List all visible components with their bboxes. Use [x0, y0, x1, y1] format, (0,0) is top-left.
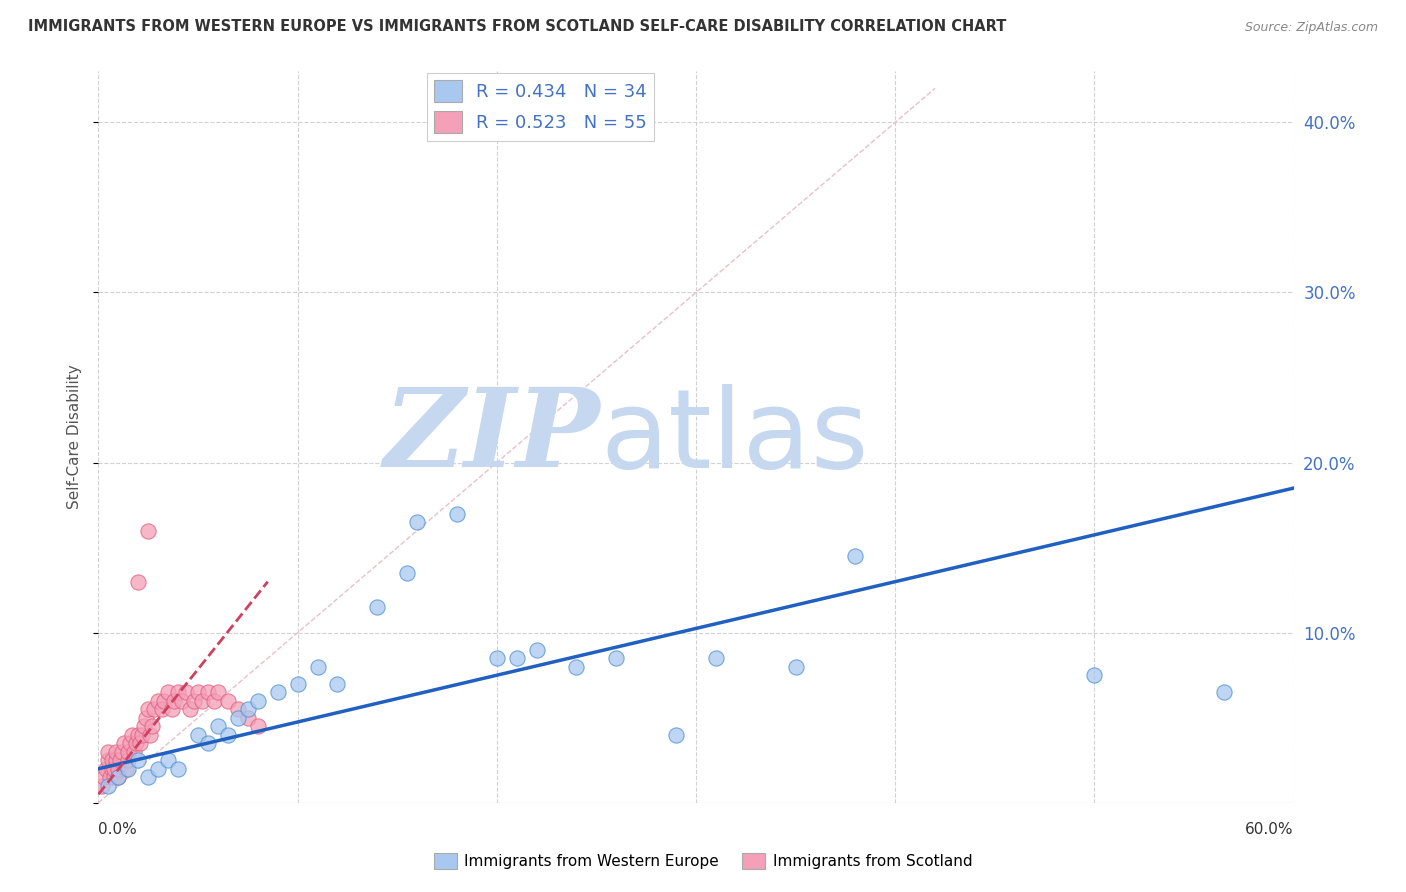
- Point: [103, 762, 125, 776]
- Point: [101, 753, 124, 767]
- Point: [134, 719, 156, 733]
- Point: [396, 566, 419, 581]
- Point: [131, 728, 153, 742]
- Point: [565, 659, 588, 673]
- Point: [150, 702, 173, 716]
- Point: [136, 702, 159, 716]
- Point: [136, 524, 159, 538]
- Text: 60.0%: 60.0%: [1246, 822, 1294, 837]
- Point: [167, 762, 190, 776]
- Point: [187, 685, 209, 699]
- Point: [100, 770, 122, 784]
- Point: [127, 753, 149, 767]
- Text: 0.0%: 0.0%: [98, 822, 138, 837]
- Point: [526, 642, 548, 657]
- Point: [704, 651, 727, 665]
- Point: [97, 753, 120, 767]
- Point: [446, 507, 468, 521]
- Point: [143, 702, 166, 716]
- Point: [124, 745, 146, 759]
- Point: [226, 711, 249, 725]
- Point: [117, 753, 139, 767]
- Point: [167, 685, 190, 699]
- Point: [406, 515, 429, 529]
- Point: [506, 651, 529, 665]
- Point: [105, 753, 128, 767]
- Point: [226, 702, 249, 716]
- Point: [107, 762, 129, 776]
- Point: [129, 736, 152, 750]
- Point: [307, 659, 329, 673]
- Point: [207, 719, 229, 733]
- Point: [174, 685, 197, 699]
- Point: [287, 677, 309, 691]
- Point: [105, 745, 128, 759]
- Point: [107, 770, 129, 784]
- Point: [246, 719, 269, 733]
- Point: [135, 711, 157, 725]
- Point: [207, 685, 229, 699]
- Text: Source: ZipAtlas.com: Source: ZipAtlas.com: [1244, 21, 1378, 34]
- Point: [121, 728, 143, 742]
- Point: [112, 736, 135, 750]
- Point: [197, 736, 219, 750]
- Point: [844, 549, 866, 563]
- Point: [172, 694, 194, 708]
- Point: [148, 762, 170, 776]
- Point: [187, 728, 209, 742]
- Point: [110, 753, 132, 767]
- Point: [160, 702, 183, 716]
- Point: [96, 762, 118, 776]
- Point: [183, 694, 205, 708]
- Point: [120, 736, 142, 750]
- Point: [91, 779, 114, 793]
- Point: [1083, 668, 1105, 682]
- Point: [163, 694, 186, 708]
- Point: [125, 736, 148, 750]
- Point: [236, 711, 259, 725]
- Point: [217, 728, 239, 742]
- Point: [485, 651, 508, 665]
- Point: [117, 745, 139, 759]
- Point: [111, 745, 134, 759]
- Point: [197, 685, 219, 699]
- Point: [97, 779, 120, 793]
- Point: [97, 745, 120, 759]
- Point: [179, 702, 201, 716]
- Point: [153, 694, 176, 708]
- Text: ZIP: ZIP: [384, 384, 600, 491]
- Point: [107, 770, 129, 784]
- Point: [605, 651, 627, 665]
- Point: [236, 702, 259, 716]
- Point: [136, 770, 159, 784]
- Point: [217, 694, 239, 708]
- Point: [139, 728, 162, 742]
- Point: [326, 677, 349, 691]
- Point: [148, 694, 170, 708]
- Point: [127, 574, 149, 589]
- Point: [141, 719, 163, 733]
- Point: [157, 753, 180, 767]
- Point: [785, 659, 807, 673]
- Legend: R = 0.434   N = 34, R = 0.523   N = 55: R = 0.434 N = 34, R = 0.523 N = 55: [427, 73, 654, 141]
- Point: [665, 728, 688, 742]
- Point: [202, 694, 225, 708]
- Point: [101, 762, 124, 776]
- Text: IMMIGRANTS FROM WESTERN EUROPE VS IMMIGRANTS FROM SCOTLAND SELF-CARE DISABILITY : IMMIGRANTS FROM WESTERN EUROPE VS IMMIGR…: [28, 20, 1007, 34]
- Point: [1212, 685, 1234, 699]
- Point: [267, 685, 290, 699]
- Point: [117, 762, 139, 776]
- Point: [127, 728, 149, 742]
- Point: [93, 770, 115, 784]
- Point: [366, 600, 388, 615]
- Y-axis label: Self-Care Disability: Self-Care Disability: [66, 365, 82, 509]
- Text: atlas: atlas: [600, 384, 869, 491]
- Point: [191, 694, 214, 708]
- Point: [103, 770, 125, 784]
- Point: [157, 685, 180, 699]
- Point: [115, 762, 138, 776]
- Point: [246, 694, 269, 708]
- Legend: Immigrants from Western Europe, Immigrants from Scotland: Immigrants from Western Europe, Immigran…: [427, 847, 979, 875]
